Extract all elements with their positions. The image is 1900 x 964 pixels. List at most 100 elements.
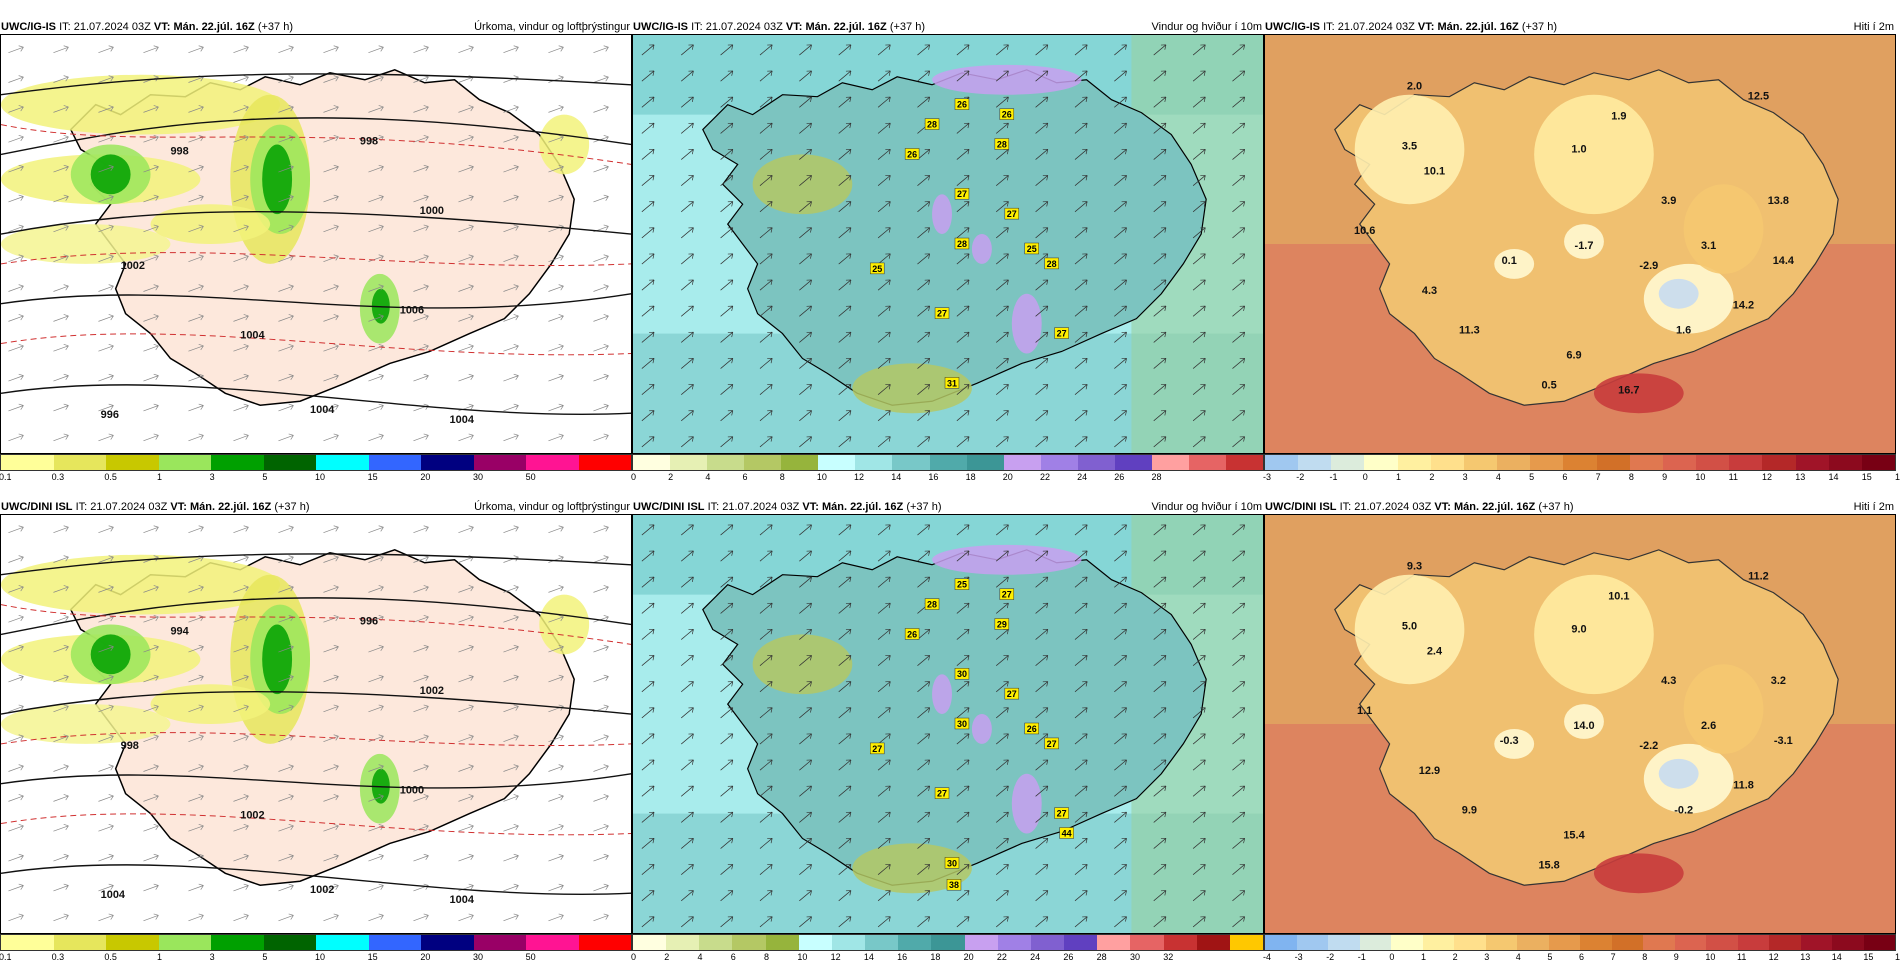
wind-arrow [1192, 227, 1206, 239]
wind-arrow [838, 384, 852, 395]
wind-arrow [458, 614, 474, 623]
legend-tick-label: 0 [631, 472, 637, 482]
model-name: UWC/IG-IS [1265, 21, 1320, 33]
wind-arrow [8, 314, 24, 322]
wind-arrow [1232, 305, 1246, 317]
wind-arrow [641, 331, 655, 343]
wind-arrow [680, 576, 694, 588]
gust-marker: 30 [954, 717, 970, 730]
gust-value: 26 [1002, 110, 1012, 120]
wind-arrow [188, 525, 204, 533]
isobar-label: 996 [360, 615, 378, 627]
gust-marker: 27 [934, 787, 950, 799]
isobar-line [1, 597, 631, 636]
wind-arrow [1153, 279, 1167, 291]
wind-arrow [98, 883, 114, 892]
wind-arrow [323, 45, 339, 53]
temperature-value: 3.2 [1771, 675, 1786, 687]
wind-arrow [995, 681, 1009, 693]
gust-marker: 26 [904, 148, 920, 160]
legend-swatch [1359, 935, 1391, 950]
precip-area [262, 144, 293, 215]
wind-arrow [188, 704, 204, 713]
wind-arrow [1192, 524, 1206, 536]
legend-tick-label: 10 [1695, 472, 1706, 482]
legend-tick-label: 14 [891, 472, 902, 482]
wind-arrow [53, 734, 69, 742]
wind-arrow [995, 602, 1009, 614]
wind-arrow [1192, 305, 1206, 317]
legend-swatch [1662, 455, 1697, 470]
wind-arrow [838, 733, 852, 745]
valid-time: Mán. 22.júl. 16Z [1453, 501, 1536, 513]
wind-arrow [838, 357, 852, 369]
wind-arrow [995, 707, 1009, 719]
legend-swatch [1674, 935, 1706, 950]
wind-arrow [368, 853, 384, 862]
wind-arrow [98, 734, 114, 742]
wind-arrow [1153, 864, 1167, 875]
wind-arrow [1114, 436, 1127, 448]
wind-arrow [641, 602, 655, 614]
wind-arrow [838, 70, 852, 82]
wind-arrow [1192, 864, 1206, 875]
wind-arrow [956, 681, 970, 693]
wind-arrow [799, 357, 812, 369]
precip-area [1, 224, 171, 264]
wind-arrow [1035, 837, 1049, 849]
legend-tick-label: -3 [1294, 952, 1303, 962]
wind-arrow [1035, 707, 1049, 719]
legend-tick-label: 0.3 [51, 952, 65, 962]
legend-swatch [1863, 935, 1895, 950]
wind-arrow [680, 175, 694, 186]
wind-arrow [503, 284, 519, 292]
wind-arrow [799, 576, 812, 588]
legend-swatch [1548, 935, 1580, 950]
wind-arrow [680, 916, 694, 928]
legend-swatch [473, 935, 526, 950]
wind-arrow [98, 674, 114, 683]
wind-arrow [1074, 759, 1088, 771]
wind-arrow [278, 403, 294, 412]
wind-arrow [98, 764, 114, 772]
vt-label: VT: [153, 21, 171, 33]
legend-tick-label: 2 [1452, 952, 1458, 962]
wind-arrow [503, 134, 519, 143]
wind-arrow [1232, 837, 1246, 849]
wind-arrow [799, 227, 812, 239]
wind-arrow [680, 96, 694, 108]
wind-arrow [877, 357, 891, 369]
wind-arrow [1192, 410, 1206, 422]
wind-arrow [799, 785, 812, 797]
wind-arrow [917, 576, 931, 588]
wind-arrow [680, 550, 694, 562]
wind-arrow [838, 305, 852, 317]
wind-arrow [759, 227, 773, 239]
temperature-value: 5.0 [1402, 620, 1417, 632]
wind-arrow [458, 254, 474, 262]
wind-arrow [458, 224, 474, 233]
wind-arrow [323, 644, 339, 653]
wind-arrow [641, 148, 655, 160]
parameter-title: Úrkoma, vindur og loftþrýstingur [474, 21, 630, 33]
wind-arrow [1114, 44, 1127, 56]
wind-arrow [1153, 733, 1167, 745]
wind-arrow [53, 284, 69, 292]
gust-value: 27 [872, 744, 882, 754]
wind-arrow [413, 373, 429, 382]
gust-marker: 28 [994, 138, 1010, 150]
wind-arrow [995, 576, 1009, 588]
parameter-title: Vindur og hviður í 10m [1151, 21, 1262, 33]
wind-arrow [548, 343, 564, 352]
gust-value: 27 [1057, 809, 1067, 819]
wind-arrow [233, 105, 249, 113]
wind-arrow [53, 644, 69, 653]
wind-arrow [503, 373, 519, 382]
temperature-value: 0.1 [1502, 255, 1517, 267]
wind-arrow [956, 655, 970, 666]
wind-arrow [278, 674, 294, 683]
wind-arrow [1232, 384, 1246, 395]
wind-arrow [680, 759, 694, 771]
wind-arrow [956, 70, 970, 82]
wind-arrow [995, 384, 1009, 395]
